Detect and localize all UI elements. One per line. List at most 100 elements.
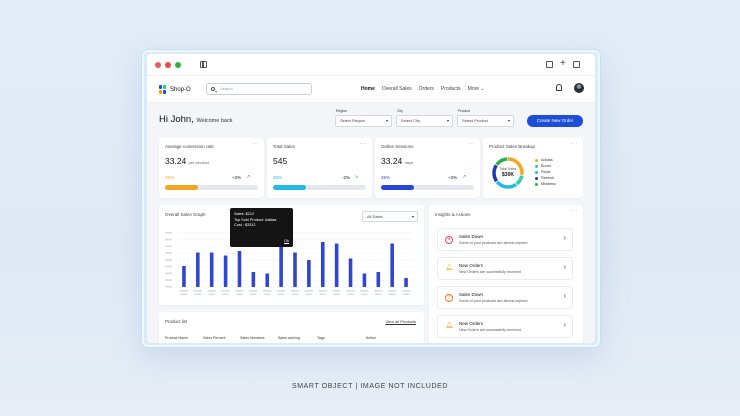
sales-filter-select[interactable]: All Sales [362,211,418,222]
bar-13[interactable] [348,258,353,288]
chevron-right-icon[interactable]: › [563,264,566,271]
breakup-donut-chart [492,157,524,189]
notification-bell-icon[interactable] [556,84,562,91]
bar-17[interactable] [404,278,408,287]
alert-circle-icon: ! [445,294,453,302]
more-icon[interactable]: ··· [251,141,259,147]
stat-change: +2% [448,175,458,180]
nav-link-overall-sales[interactable]: Overall Sales [381,86,412,92]
x-tick-placeholder [332,290,341,292]
bar-1[interactable] [182,266,186,287]
city-select[interactable]: Select City [396,115,453,127]
insight-item[interactable]: 🔔︎ New Orders New Orders are successfull… [437,257,573,280]
search-input[interactable]: Search [206,83,312,95]
legend-dot [535,170,538,174]
insight-subtitle: Some of your products are almost expired [459,241,528,245]
column-tags[interactable]: Tags [317,336,325,340]
bar-10[interactable] [307,260,311,287]
nav-link-home[interactable]: Home [361,86,375,92]
avatar[interactable] [574,83,584,93]
insight-item[interactable]: ! Sales Down Some of your products are a… [437,286,573,309]
donut-center: Total Sales $30K [490,167,526,178]
nav-link-more[interactable]: More ⌄ [467,86,485,92]
product-select[interactable]: Select Product [457,115,514,127]
x-tick-placeholder [262,290,272,292]
donut-slice-adidas [492,157,524,189]
maximize-window-button[interactable] [175,62,181,68]
more-icon[interactable]: ··· [570,208,578,214]
bar-11[interactable] [320,242,325,287]
bar-9[interactable] [293,252,297,288]
progress-fill [273,185,306,190]
more-icon[interactable]: ··· [570,141,578,147]
bar-8[interactable] [279,246,283,288]
legend-dot [535,182,538,186]
logo[interactable]: Shop-O [159,85,191,94]
x-tick-placeholder [263,293,271,296]
bar-2[interactable] [196,252,200,288]
legend-label: Adidas [541,158,553,162]
graph-title: Overall Sales Graph [165,212,206,217]
insight-title: New Orders [459,321,484,326]
y-tick-placeholder [165,279,172,281]
x-tick-placeholder [207,290,216,292]
view-all-products-link[interactable]: View all Products [385,319,416,324]
bar-7[interactable] [265,273,270,288]
y-tick-placeholder [165,272,172,275]
create-new-order-button[interactable]: Create New Order [527,115,583,127]
x-tick-placeholder [291,293,299,296]
city-label: City [397,109,404,113]
bell-icon: 🔔︎ [445,323,453,329]
insight-item[interactable]: × Sales Down Some of your products are a… [437,228,573,251]
nav-links: Home Overall Sales Orders Products More … [361,86,485,92]
legend-item: Reebok [535,175,556,181]
y-tick-placeholder [165,259,172,261]
chart-tooltip: Sales: $212 Top Sold Product: Adidas Cos… [230,208,293,247]
bar-14[interactable] [362,273,367,288]
column-sales-percent[interactable]: Sales Percent [203,336,226,340]
region-select[interactable]: Select Region [335,115,392,127]
chevron-right-icon[interactable]: › [563,235,566,242]
new-tab-icon[interactable]: + [560,58,566,69]
trend-up-icon: ↗ [246,174,251,180]
more-icon[interactable]: ··· [359,141,367,147]
tooltip-ok-button[interactable]: Ok [284,238,289,243]
bar-6[interactable] [251,272,256,287]
sales-bar-chart [165,232,413,296]
x-tick-placeholder [194,293,202,296]
bar-3[interactable] [209,252,214,288]
x-tick-placeholder [387,290,397,292]
bar-15[interactable] [376,272,381,287]
nav-link-orders[interactable]: Orders [418,86,434,92]
insight-item[interactable]: 🔔︎ New Orders New Orders are successfull… [437,315,573,338]
y-tick-placeholder [165,265,172,268]
tooltip-top-product: Top Sold Product: Adidas [234,217,277,222]
nav-link-products[interactable]: Products [440,86,461,92]
breakup-title: Product Sales Breakup [489,144,536,149]
chevron-right-icon[interactable]: › [563,293,566,300]
share-icon[interactable] [546,61,553,68]
close-window-button[interactable] [155,62,161,68]
caption: SMART OBJECT | IMAGE NOT INCLUDED [291,383,449,390]
chevron-down-icon: ⌄ [480,86,485,92]
sidebar-toggle-icon[interactable] [200,61,207,68]
top-navbar: Shop-O Search Home Overall Sales Orders … [147,76,595,103]
bar-12[interactable] [334,243,339,288]
column-product-name[interactable]: Product Name [165,336,188,340]
stat-change: +2% [232,175,242,180]
bar-4[interactable] [223,255,228,288]
chevron-right-icon[interactable]: › [563,322,566,329]
legend-item: Boost [535,163,556,169]
bar-16[interactable] [390,243,394,288]
column-sales-numbers[interactable]: Sales Numbers [240,336,265,340]
tabs-overview-icon[interactable] [573,61,580,68]
x-tick-placeholder [305,293,313,296]
column-sales-ranking[interactable]: Sales ranking [278,336,300,340]
bell-icon: 🔔︎ [445,265,453,271]
bar-5[interactable] [237,251,242,287]
y-tick-placeholder [165,232,172,234]
column-action[interactable]: Action [366,336,376,340]
minimize-window-button[interactable] [165,62,171,68]
legend-label: Mindless [541,182,556,186]
more-icon[interactable]: ··· [467,141,475,147]
